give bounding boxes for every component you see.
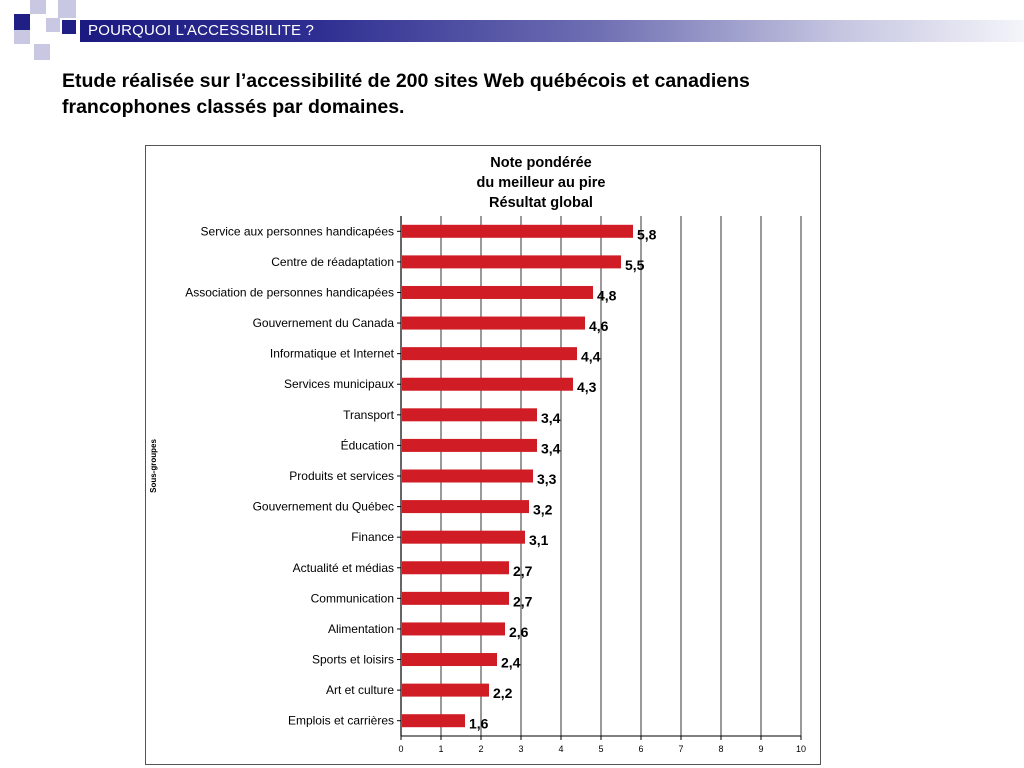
bar	[402, 683, 489, 697]
category-label: Services municipaux	[284, 377, 394, 391]
value-label: 3,3	[537, 471, 557, 487]
x-tick-label: 4	[558, 744, 563, 754]
value-label: 4,6	[589, 318, 609, 334]
bar	[402, 591, 509, 605]
y-axis-label: Sous-groupes	[149, 439, 158, 493]
x-tick-label: 10	[796, 744, 806, 754]
category-label: Actualité et médias	[293, 561, 394, 575]
decor-square-light-4	[14, 30, 30, 44]
decor-square-dark-2	[62, 20, 76, 34]
chart-title-line: Note pondérée	[490, 155, 592, 171]
header-bar	[80, 20, 1024, 42]
decor-square-light-5	[34, 44, 50, 60]
x-tick-label: 5	[598, 744, 603, 754]
bar	[402, 316, 585, 330]
chart-title-line: du meilleur au pire	[477, 175, 606, 191]
value-label: 4,3	[577, 379, 597, 395]
decor-square-light-2	[58, 0, 76, 18]
x-tick-label: 8	[718, 744, 723, 754]
value-label: 2,7	[513, 593, 533, 609]
category-label: Association de personnes handicapées	[185, 285, 394, 299]
value-label: 3,4	[541, 440, 561, 456]
bar-chart: Note pondérée du meilleur au pire Résultat…	[149, 155, 806, 754]
slide-title: POURQUOI L’ACCESSIBILITE ?	[88, 22, 315, 39]
value-label: 4,4	[581, 349, 601, 365]
x-tick-label: 9	[758, 744, 763, 754]
value-label: 2,4	[501, 655, 521, 671]
value-label: 2,2	[493, 685, 513, 701]
bar	[402, 224, 633, 238]
value-label: 5,8	[637, 226, 657, 242]
bar	[402, 561, 509, 575]
category-label: Éducation	[341, 437, 394, 452]
category-label: Gouvernement du Québec	[253, 500, 394, 514]
value-label: 1,6	[469, 716, 489, 732]
bar	[402, 285, 593, 299]
bar	[402, 653, 497, 667]
bar	[402, 255, 621, 269]
x-tick-label: 1	[438, 744, 443, 754]
subtitle-line-1: Etude réalisée sur l’accessibilité de 20…	[62, 70, 750, 92]
bar	[402, 377, 573, 391]
category-label: Gouvernement du Canada	[253, 316, 395, 330]
slide-subtitle: Etude réalisée sur l’accessibilité de 20…	[62, 68, 962, 120]
category-label: Alimentation	[328, 622, 394, 636]
bar	[402, 438, 537, 452]
decor-square-light-1	[30, 0, 46, 14]
bar	[402, 500, 529, 514]
x-tick-label: 0	[398, 744, 403, 754]
chart-frame: Note pondérée du meilleur au pire Résultat…	[145, 145, 821, 765]
category-label: Art et culture	[326, 683, 394, 697]
value-label: 3,4	[541, 410, 561, 426]
value-label: 2,7	[513, 563, 533, 579]
category-label: Transport	[343, 408, 395, 422]
category-label: Centre de réadaptation	[271, 255, 394, 269]
category-label: Sports et loisirs	[312, 653, 394, 667]
category-label: Service aux personnes handicapées	[201, 224, 394, 238]
value-label: 3,2	[533, 502, 553, 518]
bar	[402, 408, 537, 422]
bar	[402, 347, 577, 361]
bar	[402, 622, 505, 636]
category-label: Produits et services	[289, 469, 394, 483]
value-label: 3,1	[529, 532, 549, 548]
bar	[402, 530, 525, 544]
value-label: 5,5	[625, 257, 645, 273]
decor-square-light-3	[46, 18, 60, 32]
category-label: Emplois et carrières	[288, 714, 394, 728]
value-label: 2,6	[509, 624, 529, 640]
decor-square-dark-1	[14, 14, 30, 30]
category-label: Finance	[351, 530, 394, 544]
x-tick-label: 7	[678, 744, 683, 754]
chart-title-line: Résultat global	[489, 195, 593, 211]
bar	[402, 469, 533, 483]
category-label: Informatique et Internet	[270, 347, 395, 361]
category-label: Communication	[311, 591, 394, 605]
subtitle-line-2: francophones classés par domaines.	[62, 96, 405, 118]
x-tick-label: 3	[518, 744, 523, 754]
x-tick-label: 2	[478, 744, 483, 754]
bar	[402, 714, 465, 728]
x-tick-label: 6	[638, 744, 643, 754]
value-label: 4,8	[597, 287, 617, 303]
